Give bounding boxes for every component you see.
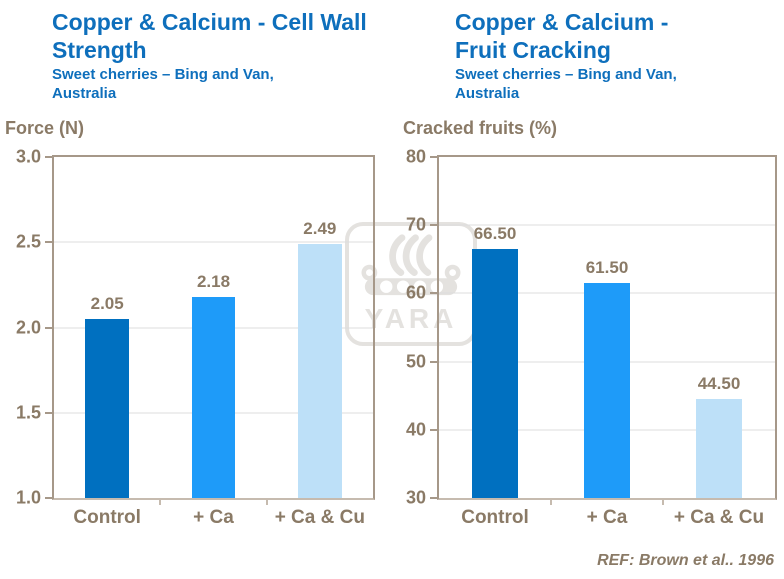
bar-value-label: 2.18 (196, 271, 231, 291)
x-tick-mark (550, 498, 552, 505)
y-tick-mark (430, 497, 439, 499)
y-tick-mark (45, 497, 54, 499)
x-category-label: + Ca & Cu (673, 507, 765, 528)
bar-value-label: 44.50 (697, 374, 741, 394)
y-tick-label: 2.5 (15, 231, 41, 252)
y-tick-mark (45, 156, 54, 158)
bar (584, 283, 630, 498)
y-tick-mark (45, 326, 54, 329)
y-tick-label: 3.0 (15, 146, 41, 167)
y-tick-mark (430, 428, 439, 431)
reference-text: REF: Brown et al.. 1996 (597, 552, 774, 569)
bar-value-label: 2.49 (303, 218, 337, 238)
x-tick-mark (662, 498, 664, 505)
y-tick-label: 50 (405, 351, 426, 372)
bar (85, 318, 129, 498)
bar (298, 243, 342, 498)
bar (472, 249, 518, 498)
y-tick-mark (45, 241, 54, 244)
x-tick-mark (265, 498, 268, 505)
gridline (54, 241, 373, 243)
plot-area: 80 70 60 50 40 30 66.50 Control 61.50 + Ca 44.50 + … (406, 147, 777, 528)
plot-area: 3.0 2.5 2.0 1.5 1.0 2.05 Control 2.18 + Ca 2.49 + … (16, 147, 375, 528)
y-axis-label: Cracked fruits (%) (403, 118, 558, 138)
y-tick-label: 30 (405, 487, 426, 508)
x-category-label: Control (461, 507, 529, 528)
bar-value-label: 2.05 (90, 293, 124, 313)
y-tick-mark (430, 360, 439, 363)
bar-value-label: 66.50 (473, 224, 517, 244)
x-category-label: + Ca & Cu (274, 507, 365, 528)
chart-title: Copper & Calcium - Cell Wall Strength (52, 9, 367, 64)
y-tick-mark (430, 224, 439, 227)
y-tick-mark (430, 292, 439, 295)
x-category-label: Control (73, 507, 141, 528)
y-tick-label: 1.0 (15, 487, 41, 508)
chart-subtitle: Sweet cherries – Bing and Van, Australia (52, 66, 274, 102)
y-tick-label: 1.5 (15, 402, 41, 423)
chart-title: Copper & Calcium - Fruit Cracking (455, 9, 669, 64)
y-tick-label: 2.0 (15, 317, 41, 337)
bar (696, 399, 742, 498)
y-tick-mark (45, 411, 54, 414)
x-tick-mark (159, 498, 162, 505)
yara-viking-ship-icon (361, 234, 461, 296)
y-tick-label: 40 (405, 419, 426, 440)
bar (191, 296, 236, 498)
bar-value-label: 61.50 (585, 258, 629, 278)
y-tick-label: 70 (405, 214, 426, 235)
x-category-label: + Ca (586, 507, 628, 528)
y-tick-label: 80 (405, 146, 426, 167)
y-tick-mark (430, 156, 439, 158)
x-category-label: + Ca (193, 507, 234, 528)
y-axis-label: Force (N) (5, 118, 85, 138)
chart-subtitle: Sweet cherries – Bing and Van, Australia (455, 66, 677, 102)
gridline (439, 224, 775, 226)
y-tick-label: 60 (405, 282, 426, 303)
